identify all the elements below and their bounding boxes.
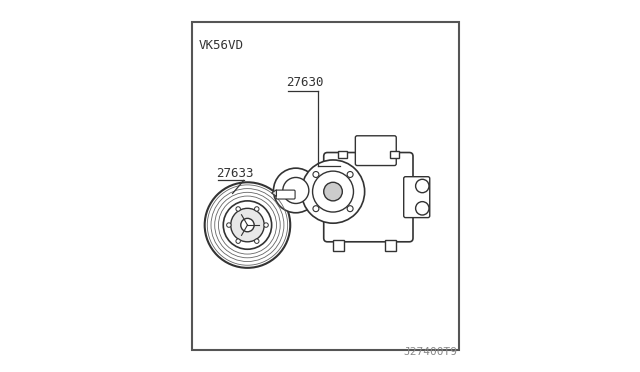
Circle shape: [227, 223, 231, 227]
Circle shape: [415, 202, 429, 215]
Text: VK56VD: VK56VD: [199, 39, 244, 52]
Circle shape: [301, 160, 365, 223]
Circle shape: [415, 179, 429, 193]
Circle shape: [241, 218, 254, 232]
Circle shape: [255, 239, 259, 243]
Circle shape: [313, 206, 319, 212]
Circle shape: [236, 207, 241, 211]
Circle shape: [347, 171, 353, 177]
Circle shape: [283, 177, 309, 203]
Circle shape: [236, 239, 241, 243]
Circle shape: [312, 171, 353, 212]
Bar: [191, 22, 460, 350]
Circle shape: [205, 182, 290, 268]
Bar: [338, 151, 347, 158]
Bar: [333, 240, 344, 251]
FancyBboxPatch shape: [324, 153, 413, 242]
Circle shape: [264, 223, 268, 227]
Circle shape: [273, 168, 318, 213]
Circle shape: [347, 206, 353, 212]
FancyBboxPatch shape: [276, 190, 295, 199]
FancyBboxPatch shape: [404, 177, 429, 218]
Text: 27633: 27633: [216, 167, 253, 180]
FancyBboxPatch shape: [355, 136, 396, 166]
Bar: [385, 240, 396, 251]
Text: 27630: 27630: [287, 76, 324, 89]
Circle shape: [313, 171, 319, 177]
Circle shape: [230, 208, 264, 242]
Bar: [390, 151, 399, 158]
Circle shape: [223, 201, 271, 249]
Text: J27400T9: J27400T9: [404, 347, 458, 357]
Circle shape: [324, 182, 342, 201]
Circle shape: [255, 207, 259, 211]
Polygon shape: [271, 190, 276, 196]
